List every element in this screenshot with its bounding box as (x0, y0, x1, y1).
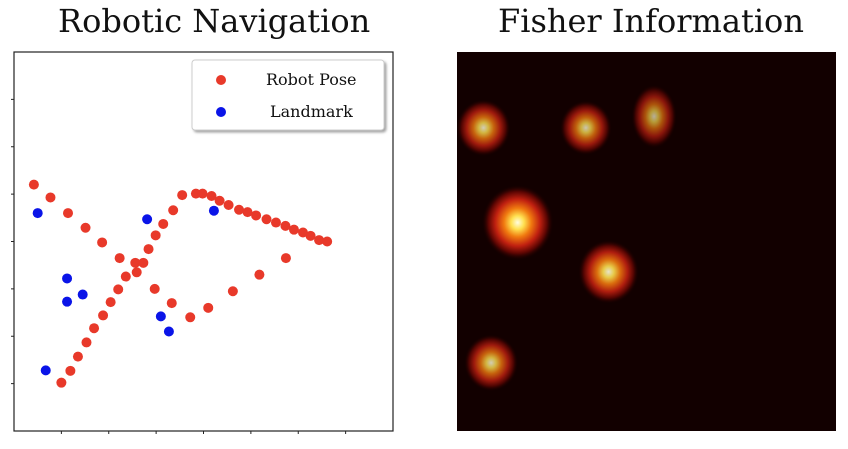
heatmap-hotspot (457, 99, 511, 157)
landmark-point (208, 205, 219, 216)
legend: Robot Pose Landmark (191, 59, 385, 131)
robot-pose-point (98, 310, 109, 321)
legend-marker-landmark (216, 107, 226, 117)
robot-pose-point (130, 257, 141, 268)
landmark-point (62, 296, 73, 307)
robot-pose-point (254, 269, 265, 280)
robot-pose-point (322, 236, 333, 247)
robot-pose-point (105, 297, 116, 308)
landmark-point (142, 214, 153, 225)
robot-pose-point (113, 284, 124, 295)
robot-pose-point (150, 230, 161, 241)
robot-pose-point (227, 286, 238, 297)
robot-pose-point (158, 218, 169, 229)
legend-marker-robot-pose (216, 75, 226, 85)
robot-pose-point (214, 195, 225, 206)
robot-pose-point (56, 377, 67, 388)
robot-pose-point (138, 257, 149, 268)
robot-pose-point (297, 227, 308, 238)
scatter-points (28, 179, 333, 388)
robot-pose-point (234, 204, 245, 215)
robot-pose-point (203, 302, 214, 313)
landmark-point (163, 326, 174, 337)
robot-pose-point (223, 200, 234, 211)
robot-pose-point (65, 365, 76, 376)
robot-pose-point (242, 207, 253, 218)
heatmap-hotspots (457, 84, 677, 392)
robot-pose-point (261, 214, 272, 225)
robot-pose-point (305, 230, 316, 241)
robot-pose-point (63, 208, 74, 219)
scatter-axis-ticks (11, 98, 347, 434)
robot-pose-point (149, 283, 160, 294)
legend-label-landmark: Landmark (270, 102, 353, 121)
robot-pose-point (206, 191, 217, 202)
robot-pose-point (72, 351, 83, 362)
robot-pose-point (97, 237, 108, 248)
legend-box (191, 59, 385, 131)
robot-pose-point (28, 179, 39, 190)
robot-pose-point (114, 253, 125, 264)
landmark-point (40, 365, 51, 376)
robot-pose-point (81, 337, 92, 348)
robot-pose-point (270, 217, 281, 228)
robot-pose-point (251, 210, 262, 221)
heatmap-hotspot (559, 100, 612, 156)
heatmap-hotspot (578, 239, 640, 304)
heatmap-hotspot (463, 334, 519, 392)
robot-pose-point (168, 205, 179, 216)
robot-pose-point (288, 224, 299, 235)
robot-pose-point (185, 312, 196, 323)
robot-pose-point (80, 222, 91, 233)
robot-pose-point (314, 235, 325, 246)
robot-pose-point (280, 220, 291, 231)
robot-pose-point (280, 253, 291, 264)
landmark-point (155, 311, 166, 322)
robot-pose-point (45, 192, 56, 203)
right-chart-title: Fisher Information (498, 2, 804, 40)
robot-pose-point (143, 244, 154, 255)
heatmap-hotspot (631, 84, 677, 149)
robot-pose-point (197, 188, 208, 199)
landmark-point (62, 273, 73, 284)
landmark-point (32, 208, 43, 219)
legend-label-robot-pose: Robot Pose (266, 70, 357, 89)
heatmap-hotspot (481, 184, 554, 261)
left-chart-title: Robotic Navigation (58, 2, 371, 40)
robot-pose-point (120, 271, 131, 282)
robot-pose-point (166, 298, 177, 309)
robot-pose-point (177, 190, 188, 201)
landmark-point (77, 289, 88, 300)
robot-pose-point (131, 267, 142, 278)
robot-pose-point (89, 323, 100, 334)
